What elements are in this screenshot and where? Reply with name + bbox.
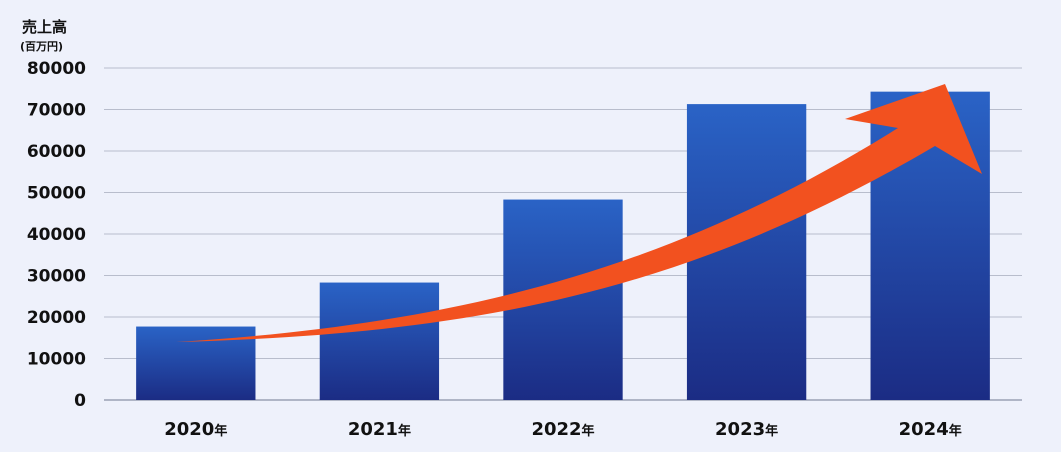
x-tick-label: 2020年 (164, 419, 227, 440)
y-tick-label: 50000 (27, 184, 86, 204)
y-tick-label: 10000 (27, 350, 86, 370)
y-axis-label: 売上高 (22, 18, 67, 36)
y-axis-title: 売上高 (百万円) (20, 18, 67, 53)
y-axis-ticks: 0 10000 20000 30000 40000 50000 60000 70000 8000… (27, 59, 86, 411)
y-tick-label: 0 (74, 391, 86, 411)
x-tick-label: 2024年 (899, 419, 962, 440)
y-axis-unit-label: (百万円) (20, 40, 63, 53)
growth-arrow-annotation (176, 84, 982, 342)
y-tick-label: 70000 (27, 101, 86, 121)
y-tick-label: 30000 (27, 267, 86, 287)
x-tick-label: 2023年 (715, 419, 778, 440)
y-tick-label: 40000 (27, 225, 86, 245)
x-axis-ticks: 2020年 2021年 2022年 2023年 2024年 (164, 419, 962, 440)
y-tick-label: 80000 (27, 59, 86, 79)
y-tick-label: 60000 (27, 142, 86, 162)
x-tick-label: 2022年 (531, 419, 594, 440)
x-tick-label: 2021年 (348, 419, 411, 440)
bar-2021 (319, 282, 440, 400)
bars (136, 91, 990, 400)
y-tick-label: 20000 (27, 308, 86, 328)
